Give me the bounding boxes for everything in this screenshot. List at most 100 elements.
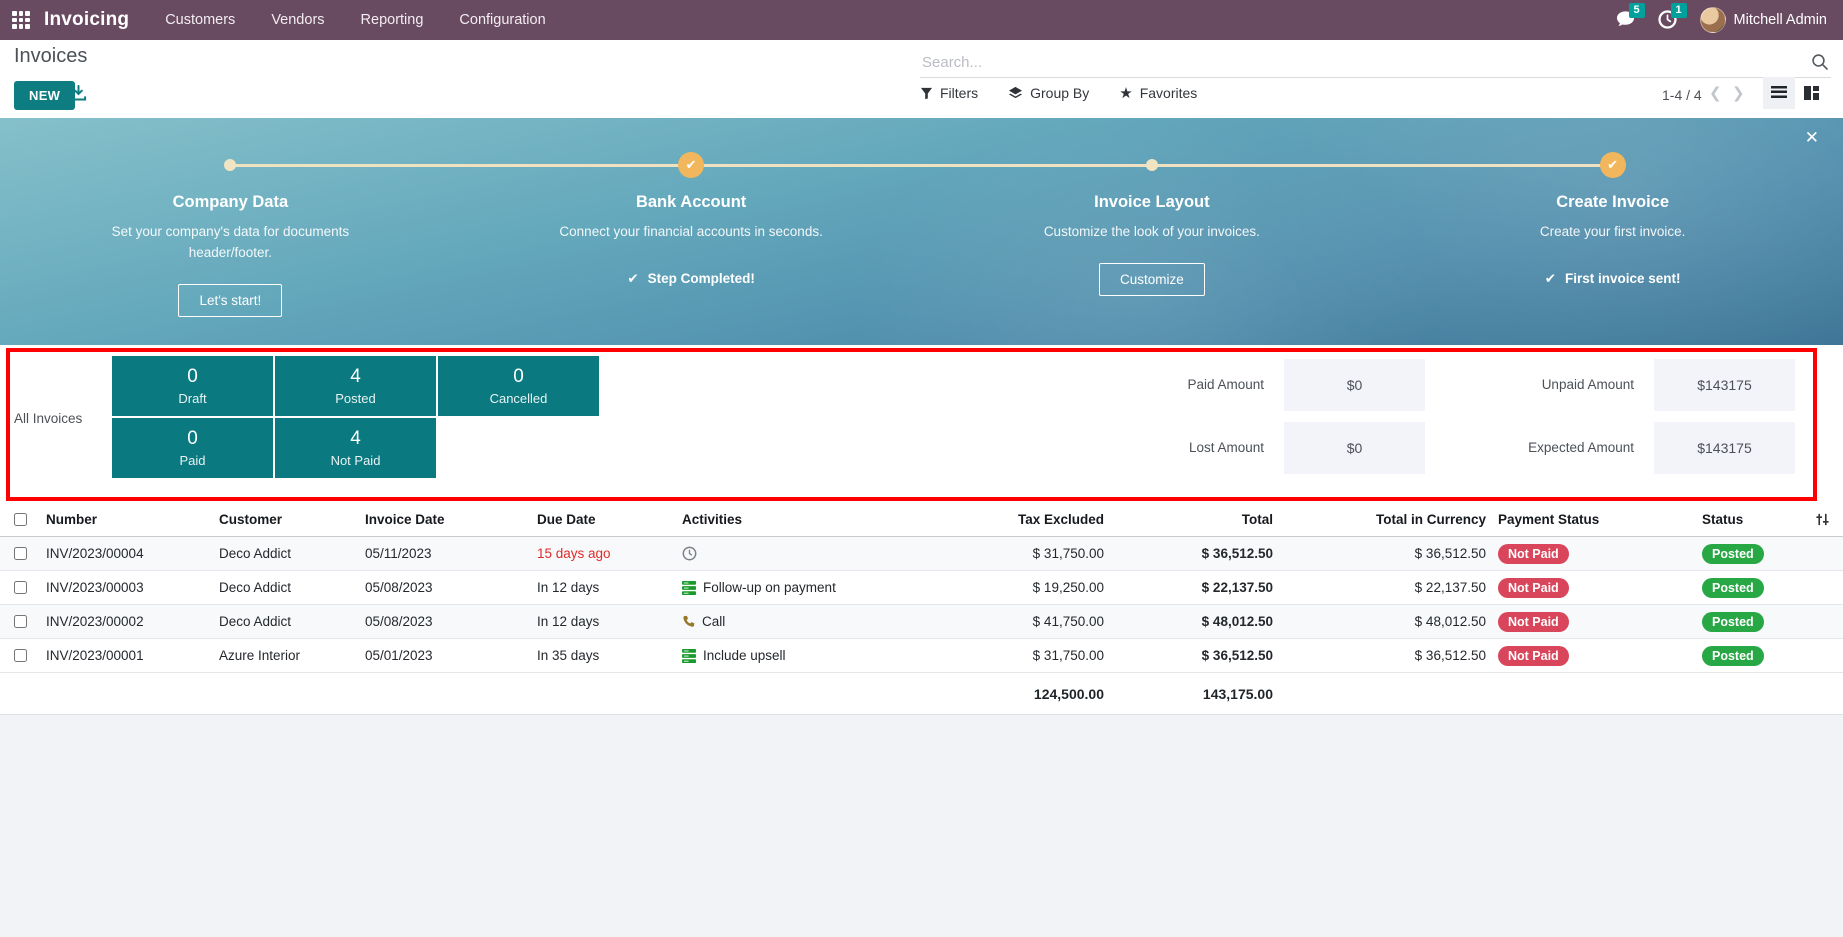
row-checkbox[interactable] [13,649,27,662]
header-activities[interactable]: Activities [682,511,743,527]
total: $ 22,137.50 [1201,580,1273,595]
search-input[interactable] [920,48,1831,77]
counter-label: Not Paid [330,453,381,468]
group-by-button[interactable]: Group By [1008,85,1089,101]
phone-icon [682,615,696,629]
group-by-label: Group By [1030,85,1090,101]
activity-cell[interactable]: Call [676,614,965,629]
total: $ 36,512.50 [1201,648,1273,663]
menu-customers[interactable]: Customers [165,12,236,28]
clock-icon [682,546,697,561]
pager-next-icon[interactable]: ❯ [1732,85,1745,102]
customize-button[interactable]: Customize [1098,262,1205,296]
tax-excluded: $ 31,750.00 [1032,546,1104,561]
expected-amount-value: $143175 [1654,422,1795,474]
counter-draft[interactable]: 0 Draft [112,356,273,416]
header-due-date[interactable]: Due Date [537,511,596,527]
counter-value: 0 [187,428,198,449]
tax-excluded: $ 19,250.00 [1032,580,1104,595]
step-create-invoice: ✔ Create Invoice Create your first invoi… [1382,118,1843,345]
total-in-currency: $ 36,512.50 [1414,546,1486,561]
header-customer[interactable]: Customer [219,511,283,527]
apps-grid-icon[interactable] [12,11,30,29]
table-row[interactable]: INV/2023/00003 Deco Addict 05/08/2023 In… [0,571,1843,605]
tax-excluded: $ 31,750.00 [1032,648,1104,663]
header-invoice-date[interactable]: Invoice Date [365,511,445,527]
counter-not-paid[interactable]: 4 Not Paid [275,418,436,478]
user-menu[interactable]: Mitchell Admin [1699,7,1827,33]
row-checkbox[interactable] [13,581,27,594]
table-row[interactable]: INV/2023/00002 Deco Addict 05/08/2023 In… [0,605,1843,639]
header-number[interactable]: Number [46,511,98,527]
paid-amount-value: $0 [1284,359,1425,411]
lets-start-button[interactable]: Let's start! [178,283,283,317]
row-checkbox[interactable] [13,547,27,560]
counter-paid[interactable]: 0 Paid [112,418,273,478]
kanban-view-button[interactable] [1795,77,1827,109]
avatar [1699,7,1726,33]
invoice-number: INV/2023/00001 [46,648,144,663]
table-header: Number Customer Invoice Date Due Date Ac… [0,502,1843,537]
invoice-list: Number Customer Invoice Date Due Date Ac… [0,502,1843,715]
total-in-currency: $ 22,137.50 [1414,580,1486,595]
select-all-checkbox[interactable] [13,512,27,526]
counter-cancelled[interactable]: 0 Cancelled [438,356,599,416]
pager-previous-icon[interactable]: ❮ [1709,85,1722,102]
lost-amount-value: $0 [1284,422,1425,474]
top-navbar: Invoicing Customers Vendors Reporting Co… [0,0,1843,40]
search-icon[interactable] [1811,53,1829,71]
list-view-button[interactable] [1763,77,1795,109]
row-checkbox[interactable] [13,615,27,628]
step-bank-account: ✔ Bank Account Connect your financial ac… [461,118,922,345]
new-button[interactable]: NEW [14,81,76,110]
menu-reporting[interactable]: Reporting [360,12,424,28]
user-name: Mitchell Admin [1733,12,1827,28]
check-icon: ✔ [627,270,639,286]
table-row[interactable]: INV/2023/00001 Azure Interior 05/01/2023… [0,639,1843,673]
filters-button[interactable]: Filters [920,85,978,101]
status-badge: Posted [1702,543,1764,564]
messages-button[interactable]: 5 [1616,3,1645,30]
invoice-number: INV/2023/00004 [46,546,144,561]
app-name[interactable]: Invoicing [44,9,130,30]
invoice-number: INV/2023/00002 [46,614,144,629]
header-total-in-currency[interactable]: Total in Currency [1375,511,1486,527]
navbar-left: Invoicing [0,9,129,31]
step-title: Bank Account [635,193,747,211]
header-tax-excluded[interactable]: Tax Excluded [1017,511,1104,527]
activity-cell[interactable]: Follow-up on payment [676,580,965,595]
step-description: Set your company's data for documents he… [111,224,350,260]
counter-label: Paid [179,453,206,468]
step-dot [224,159,237,171]
close-icon[interactable]: ✕ [1804,128,1819,147]
favorites-button[interactable]: ★ Favorites [1119,84,1197,102]
step-invoice-layout: Invoice Layout Customize the look of you… [922,118,1383,345]
activity-cell[interactable]: Include upsell [676,648,965,663]
customer: Deco Addict [219,580,292,595]
invoice-date: 05/08/2023 [365,614,433,629]
activity-clock-icon [1657,10,1680,29]
header-payment-status[interactable]: Payment Status [1498,511,1600,527]
filter-toolbar: Filters Group By ★ Favorites [920,84,1197,102]
counter-posted[interactable]: 4 Posted [275,356,436,416]
list-icon [682,580,697,595]
view-switcher [1763,77,1827,109]
menu-configuration[interactable]: Configuration [459,12,546,28]
download-icon[interactable] [70,85,87,102]
step-dot [1145,159,1158,171]
list-icon [682,648,697,663]
counter-value: 0 [187,366,198,387]
activities-button[interactable]: 1 [1657,3,1687,30]
column-settings-icon[interactable] [1802,512,1843,527]
activity-cell[interactable] [676,546,965,561]
favorites-label: Favorites [1139,85,1198,101]
header-total[interactable]: Total [1241,511,1273,527]
customer: Deco Addict [219,614,292,629]
table-row[interactable]: INV/2023/00004 Deco Addict 05/11/2023 15… [0,537,1843,571]
step-done-icon: ✔ [678,152,705,178]
menu-vendors[interactable]: Vendors [271,12,325,28]
messages-count-badge: 5 [1628,3,1645,18]
invoice-number: INV/2023/00003 [46,580,144,595]
header-status[interactable]: Status [1702,511,1744,527]
